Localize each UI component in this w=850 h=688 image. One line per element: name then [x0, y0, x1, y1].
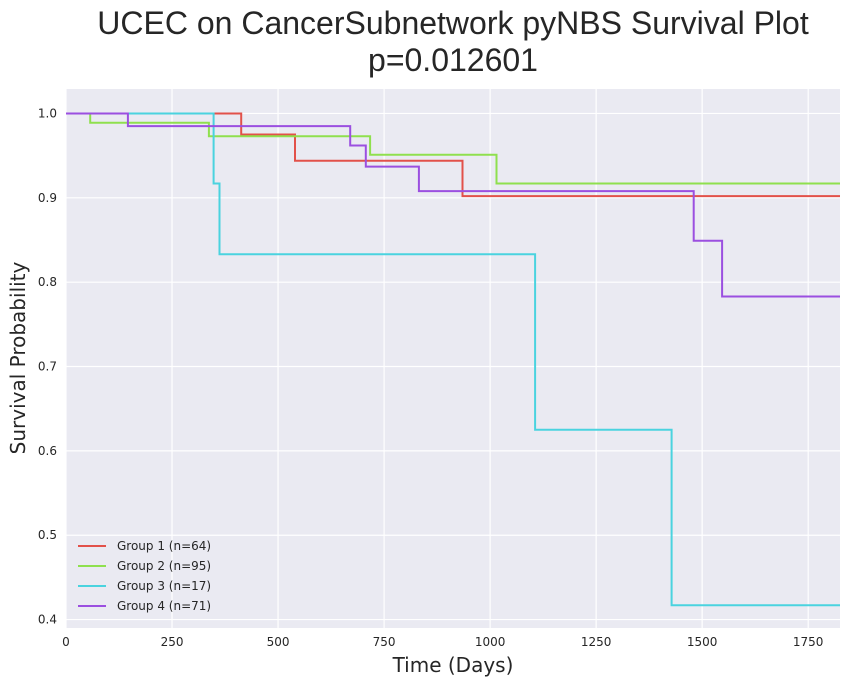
legend: Group 1 (n=64) Group 2 (n=95) Group 3 (n=1… [78, 539, 211, 613]
y-axis-label: Survival Probability [6, 261, 30, 454]
survival-curve-group-2 [66, 112, 840, 185]
x-tick-label: 500 [267, 635, 290, 649]
x-axis-label: Time (Days) [392, 653, 514, 677]
y-axis-ticks: 0.4 0.5 0.6 0.7 0.8 0.9 1.0 [38, 106, 57, 626]
plot-area [66, 89, 840, 628]
chart-subtitle: p=0.012601 [368, 42, 538, 78]
x-tick-label: 1500 [687, 635, 718, 649]
y-tick-label: 0.4 [38, 613, 57, 627]
survival-curve-group-4 [66, 112, 840, 298]
x-tick-label: 1250 [581, 635, 612, 649]
x-tick-label: 250 [161, 635, 184, 649]
x-tick-label: 0 [62, 635, 70, 649]
y-tick-label: 0.9 [38, 191, 57, 205]
legend-label-group-1: Group 1 (n=64) [117, 539, 211, 553]
grid-lines [65, 89, 840, 628]
chart-title: UCEC on CancerSubnetwork pyNBS Survival … [97, 5, 809, 41]
y-tick-label: 0.7 [38, 360, 57, 374]
legend-label-group-2: Group 2 (n=95) [117, 559, 211, 573]
x-axis-ticks: 0 250 500 750 1000 1250 1500 1750 [62, 635, 823, 649]
y-tick-label: 0.5 [38, 528, 57, 542]
legend-label-group-3: Group 3 (n=17) [117, 579, 211, 593]
y-tick-label: 1.0 [38, 106, 57, 120]
y-tick-label: 0.8 [38, 275, 57, 289]
x-tick-label: 750 [373, 635, 396, 649]
series-layer [66, 112, 840, 607]
x-tick-label: 1000 [475, 635, 506, 649]
x-tick-label: 1750 [793, 635, 824, 649]
legend-label-group-4: Group 4 (n=71) [117, 599, 211, 613]
y-tick-label: 0.6 [38, 444, 57, 458]
survival-curve-group-3 [66, 112, 840, 607]
